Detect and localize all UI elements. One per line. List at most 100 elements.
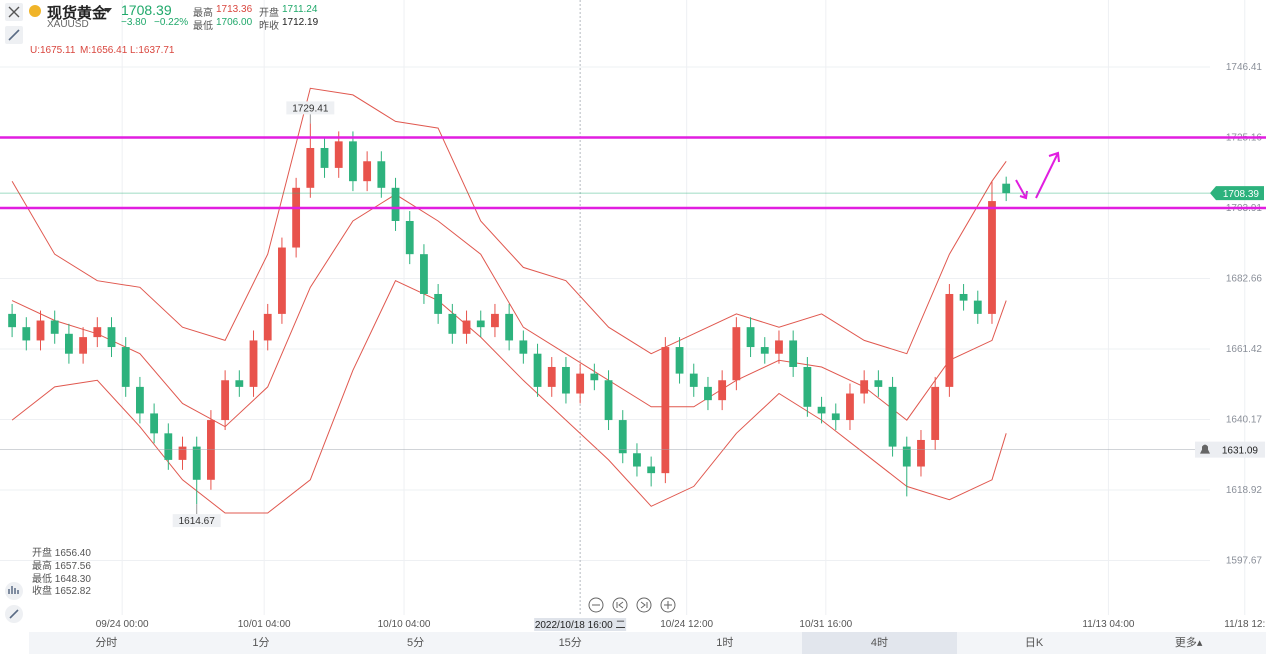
y-tick-label: 1597.67: [1226, 556, 1263, 567]
candle-body: [803, 366, 812, 407]
candle-body: [775, 340, 783, 354]
candle-body: [988, 201, 996, 314]
candle-body: [65, 333, 73, 354]
candle-body: [476, 320, 485, 328]
x-tick-label: 10/31 16:00: [799, 619, 852, 630]
alert-label: 1631.09: [1222, 446, 1259, 457]
side-tools: [5, 582, 23, 623]
stat-value: 1713.36: [216, 4, 253, 15]
candle-body: [121, 347, 130, 387]
candle-body: [462, 320, 471, 334]
candle-body: [789, 340, 798, 367]
crosshair-label: 2022/10/18 16:00 二: [535, 620, 626, 631]
dropdown-caret[interactable]: [104, 8, 112, 13]
candle-body: [704, 386, 712, 401]
candle-body: [647, 466, 656, 474]
stat-value: 1711.24: [282, 4, 318, 15]
candle-body: [888, 386, 897, 447]
candle-body: [973, 300, 982, 314]
y-tick-label: 1640.17: [1226, 415, 1263, 426]
candle-body: [221, 380, 230, 421]
alert-tag: [1195, 441, 1265, 458]
annotation-label: 1729.41: [292, 103, 329, 114]
candle-body: [661, 347, 670, 474]
candle-body: [249, 340, 258, 387]
candle-body: [334, 141, 343, 168]
stat-label: 最低: [193, 21, 213, 32]
ohlc-low: 最低 1648.30: [32, 574, 91, 585]
period-tab[interactable]: 15分: [558, 637, 582, 649]
candle-body: [562, 366, 570, 394]
instrument-symbol: XAUUSD: [47, 19, 89, 30]
candle-body: [689, 373, 698, 387]
candle-body: [377, 161, 386, 188]
close-button[interactable]: [5, 3, 23, 21]
period-tab[interactable]: 分时: [95, 637, 118, 649]
period-tab[interactable]: 4时: [802, 632, 957, 654]
stat-value: 1712.19: [282, 17, 319, 28]
band-line: [11, 280, 1007, 514]
candle-body: [604, 380, 613, 421]
candle-body: [292, 187, 301, 248]
candle-body: [278, 247, 286, 314]
candle-body: [434, 293, 443, 314]
period-tab[interactable]: 更多▴: [1174, 637, 1203, 649]
candle-body: [633, 453, 641, 467]
period-tab[interactable]: 1时: [716, 637, 734, 649]
last-price: 1708.39: [121, 2, 172, 18]
candle-body: [576, 373, 585, 394]
y-tick-label: 1682.66: [1226, 274, 1263, 285]
price-change: −3.80: [121, 17, 147, 28]
annotation-label: 1614.67: [179, 516, 216, 527]
stat-value: 1706.00: [216, 17, 253, 28]
candle-body: [391, 187, 400, 221]
candle-body: [136, 386, 144, 414]
annotation-box: [172, 514, 221, 528]
candle-body: [363, 161, 372, 182]
price-change-percent: −0.22%: [154, 17, 189, 28]
boll-lower: L:1637.71: [130, 45, 175, 56]
candle-body: [349, 141, 357, 182]
candle-body: [831, 413, 840, 421]
band-line: [11, 87, 1007, 355]
candle-body: [860, 380, 869, 394]
ohlc-high: 最高 1657.56: [32, 561, 91, 572]
candle-body: [235, 380, 244, 387]
chart: 1597.671618.921640.171661.421682.661703.…: [0, 0, 1266, 631]
candle-body: [192, 446, 201, 480]
stat-label: 最高: [193, 8, 213, 19]
period-tab[interactable]: 5分: [407, 637, 425, 649]
y-tick-label: 1618.92: [1226, 485, 1263, 496]
period-tab[interactable]: 日K: [1024, 637, 1044, 649]
x-tick-label: 10/10 04:00: [378, 619, 431, 630]
candle-body: [164, 433, 173, 460]
candle-body: [547, 366, 556, 387]
nav-buttons[interactable]: [588, 597, 676, 613]
drawn-arrows: [1015, 151, 1060, 200]
candle-body: [448, 313, 457, 334]
period-tab[interactable]: 1分: [252, 637, 270, 649]
alert-bell: [1200, 444, 1210, 454]
candle-body: [675, 347, 684, 374]
candle-body: [50, 320, 59, 334]
y-tick-label: 1746.41: [1226, 62, 1263, 73]
candle-body: [8, 313, 17, 328]
candle-body: [505, 313, 514, 341]
candle-body: [718, 380, 727, 401]
candle-body: [178, 446, 187, 460]
candle-body: [917, 439, 925, 467]
candle-body: [491, 313, 499, 328]
draw-tool-button[interactable]: [5, 26, 23, 44]
ohlc-open: 开盘 1656.40: [32, 548, 91, 559]
x-tick-label: 10/24 12:00: [660, 619, 713, 630]
candle-body: [519, 340, 528, 354]
candle-body: [263, 313, 272, 341]
candle-body: [590, 373, 599, 381]
candle-body: [746, 327, 755, 348]
candle-body: [306, 147, 315, 188]
price-tag: [1210, 186, 1264, 201]
x-tick-label: 11/13 04:00: [1082, 619, 1135, 630]
instrument-name[interactable]: 现货黄金: [47, 5, 108, 22]
y-tick-label: 1661.42: [1226, 344, 1263, 355]
